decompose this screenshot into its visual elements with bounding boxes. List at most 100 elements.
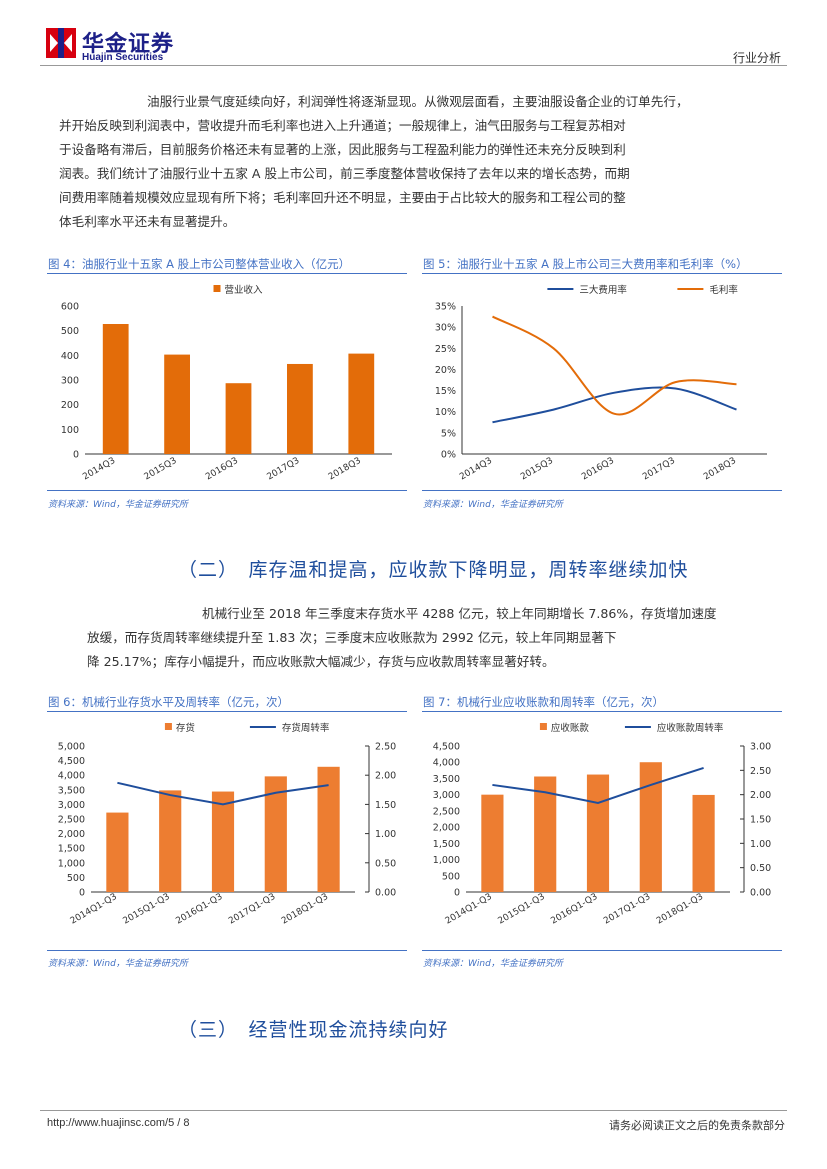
y2-tick-label: 2.00 <box>375 771 396 782</box>
y-tick-label: 500 <box>67 873 85 884</box>
bar <box>639 762 662 892</box>
bar <box>287 363 313 454</box>
y-tick-label: 100 <box>61 425 79 436</box>
figure-4-source: 资料来源：Wind，华金证券研究所 <box>48 500 188 510</box>
paragraph-line: 油服行业景气度延续向好，利润弹性将逐渐显现。从微观层面看，主要油服设备企业的订单… <box>147 94 689 109</box>
paragraph-line: 于设备略有滞后，目前服务价格还未有显著的上涨，因此服务与工程盈利能力的弹性还未充… <box>59 142 626 157</box>
bar <box>317 766 340 892</box>
y-tick-label: 1,000 <box>433 855 460 866</box>
x-tick-label: 2016Q1-Q3 <box>549 892 599 927</box>
bar <box>481 794 504 892</box>
y-tick-label: 10% <box>435 407 456 418</box>
y2-tick-label: 1.00 <box>375 829 396 840</box>
y-tick-label: 2,000 <box>58 829 85 840</box>
paragraph-line: 放缓，而存货周转率继续提升至 1.83 次；三季度末应收账款为 2992 亿元，… <box>87 630 617 645</box>
x-tick-label: 2014Q3 <box>458 456 494 483</box>
y-tick-label: 5% <box>441 428 456 439</box>
paragraph-line: 并开始反映到利润表中，营收提升而毛利率也进入上升通道；一般规律上，油气田服务与工… <box>59 118 626 133</box>
figure-6-title: 图 6：机械行业存货水平及周转率（亿元，次） <box>48 695 289 709</box>
y-tick-label: 500 <box>442 871 460 882</box>
huajin-logo-icon <box>46 28 76 58</box>
paragraph-line: 润表。我们统计了油服行业十五家 A 股上市公司，前三季度整体营收保持了去年以来的… <box>59 166 630 181</box>
y2-tick-label: 2.50 <box>750 766 771 777</box>
section-2-title: （二） 库存温和提高，应收款下降明显，周转率继续加快 <box>178 559 689 581</box>
legend-swatch <box>539 723 547 730</box>
bar <box>348 353 375 454</box>
y-tick-label: 4,500 <box>58 756 85 767</box>
y-tick-label: 0 <box>79 888 85 899</box>
bar <box>225 383 252 454</box>
figure-4-chart: 0 100 200 300 400 500 600 2014Q3 2015Q3 2016Q3 201… <box>61 284 392 483</box>
figure-6-bottom-rule <box>47 950 407 951</box>
figure-5-bottom-rule <box>422 490 782 491</box>
y-tick-label: 2,000 <box>433 823 460 834</box>
y-tick-label: 400 <box>61 351 79 362</box>
figure-7-bottom-rule <box>422 950 782 951</box>
figure-5-source: 资料来源：Wind，华金证券研究所 <box>423 500 563 510</box>
y-tick-label: 25% <box>435 344 456 355</box>
x-tick-label: 2016Q3 <box>204 456 240 483</box>
x-tick-label: 2017Q3 <box>265 456 301 483</box>
y2-tick-label: 3.00 <box>750 742 771 753</box>
figure-5-rule <box>422 273 782 274</box>
series-line <box>492 386 737 424</box>
y-tick-label: 30% <box>435 323 456 334</box>
y-tick-label: 3,000 <box>58 800 85 811</box>
bar <box>102 324 129 454</box>
figure-6-rule <box>47 711 407 712</box>
y-tick-label: 200 <box>61 400 79 411</box>
footer-url-page: http://www.huajinsc.com/5 / 8 <box>47 1117 189 1129</box>
x-tick-label: 2015Q3 <box>519 456 555 483</box>
figure-7-chart: 0 500 1,000 1,500 2,000 2,500 3,000 3,500 4,000 4… <box>433 722 771 927</box>
figure-4-title: 图 4：油服行业十五家 A 股上市公司整体营业收入（亿元） <box>48 257 351 271</box>
bar <box>534 776 557 892</box>
y-tick-label: 1,000 <box>58 858 85 869</box>
legend-label: 存货 <box>176 722 195 734</box>
intro-paragraph: 油服行业景气度延续向好，利润弹性将逐渐显现。从微观层面看，主要油服设备企业的订单… <box>59 90 777 234</box>
y-tick-label: 5,000 <box>58 742 85 753</box>
y-tick-label: 15% <box>435 386 456 397</box>
bar <box>159 790 182 892</box>
bar <box>211 791 235 892</box>
y2-tick-label: 1.50 <box>750 815 771 826</box>
legend-label: 应收账款周转率 <box>657 722 724 734</box>
y-tick-label: 2,500 <box>433 806 460 817</box>
y-tick-label: 4,000 <box>433 758 460 769</box>
y-tick-label: 0 <box>454 888 460 899</box>
y2-tick-label: 1.50 <box>375 800 396 811</box>
y-tick-label: 3,500 <box>433 774 460 785</box>
x-tick-label: 2014Q1-Q3 <box>69 892 119 927</box>
y2-tick-label: 0.00 <box>375 888 396 899</box>
bar <box>164 354 190 454</box>
footer-url-link[interactable]: http://www.huajinsc.com/ <box>47 1117 169 1129</box>
x-tick-label: 2014Q3 <box>81 456 117 483</box>
page-header: 华金证券 Huajin Securities 行业分析 <box>40 24 787 70</box>
footer-page-number: 5 / 8 <box>168 1117 190 1129</box>
x-tick-label: 2015Q1-Q3 <box>497 892 547 927</box>
figure-4-bottom-rule <box>47 490 407 491</box>
y-tick-label: 0 <box>73 450 79 461</box>
series-line <box>117 781 329 806</box>
section-3-title: （三） 经营性现金流持续向好 <box>178 1019 449 1041</box>
logo-chinese-name: 华金证券 <box>82 32 175 57</box>
y-tick-label: 3,500 <box>58 785 85 796</box>
y-tick-label: 4,000 <box>58 771 85 782</box>
y2-tick-label: 0.50 <box>375 858 396 869</box>
y-tick-label: 1,500 <box>433 839 460 850</box>
legend-label: 应收账款 <box>551 722 590 734</box>
legend-swatch <box>213 285 221 292</box>
figure-5-title: 图 5：油服行业十五家 A 股上市公司三大费用率和毛利率（%） <box>423 257 748 271</box>
section-2-paragraph: 机械行业至 2018 年三季度末存货水平 4288 亿元，较上年同期增长 7.8… <box>87 602 777 674</box>
figure-7-source: 资料来源：Wind，华金证券研究所 <box>423 959 563 969</box>
x-tick-label: 2015Q1-Q3 <box>122 892 172 927</box>
figure-7-rule <box>422 711 782 712</box>
bar <box>106 812 129 892</box>
x-tick-label: 2016Q1-Q3 <box>174 892 224 927</box>
footer-divider <box>40 1110 787 1111</box>
x-tick-label: 2018Q3 <box>327 456 363 483</box>
x-tick-label: 2017Q1-Q3 <box>227 892 277 927</box>
bar <box>692 794 715 892</box>
figure-4-rule <box>47 273 407 274</box>
series-line <box>492 315 737 416</box>
y2-tick-label: 0.50 <box>750 863 771 874</box>
